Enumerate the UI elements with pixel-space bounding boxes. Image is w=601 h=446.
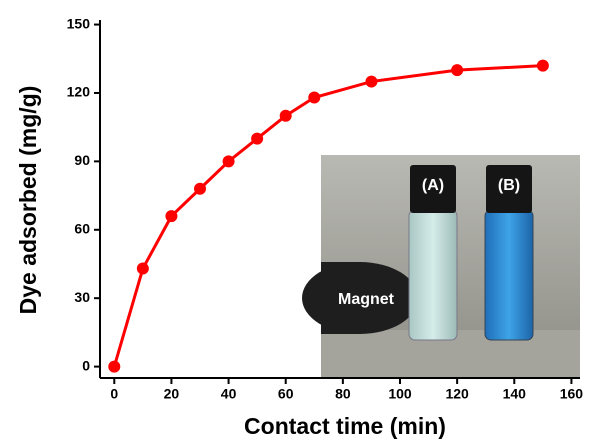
marker bbox=[165, 210, 177, 222]
photo-label: (B) bbox=[498, 177, 520, 194]
marker bbox=[137, 263, 149, 275]
y-tick-label: 90 bbox=[74, 152, 90, 168]
chart: (A) (B) Magnet Contact time (min) Dye ad… bbox=[0, 0, 601, 446]
marker bbox=[280, 110, 292, 122]
marker bbox=[108, 361, 120, 373]
y-tick-label: 120 bbox=[67, 84, 91, 100]
marker bbox=[251, 133, 263, 145]
y-tick-label: 150 bbox=[67, 15, 91, 31]
marker bbox=[451, 64, 463, 76]
x-tick-label: 160 bbox=[560, 386, 584, 402]
x-tick-label: 0 bbox=[110, 386, 118, 402]
y-tick-label: 30 bbox=[74, 289, 90, 305]
x-axis-title: Contact time (min) bbox=[244, 413, 446, 439]
x-tick-label: 20 bbox=[164, 386, 180, 402]
y-tick-label: 60 bbox=[74, 220, 90, 236]
x-tick-label: 40 bbox=[221, 386, 237, 402]
marker bbox=[308, 92, 320, 104]
inset-photo: (A) (B) Magnet bbox=[302, 155, 580, 378]
marker bbox=[537, 60, 549, 72]
x-tick-label: 100 bbox=[388, 386, 412, 402]
x-tick-label: 60 bbox=[278, 386, 294, 402]
x-tick-label: 80 bbox=[335, 386, 351, 402]
photo-label: Magnet bbox=[338, 291, 395, 308]
marker bbox=[223, 155, 235, 167]
x-tick-label: 120 bbox=[445, 386, 469, 402]
y-axis-title: Dye adsorbed (mg/g) bbox=[15, 86, 41, 315]
marker bbox=[365, 76, 377, 88]
x-tick-label: 140 bbox=[503, 386, 527, 402]
photo-label: (A) bbox=[422, 177, 444, 194]
marker bbox=[194, 183, 206, 195]
y-tick-label: 0 bbox=[82, 357, 90, 373]
